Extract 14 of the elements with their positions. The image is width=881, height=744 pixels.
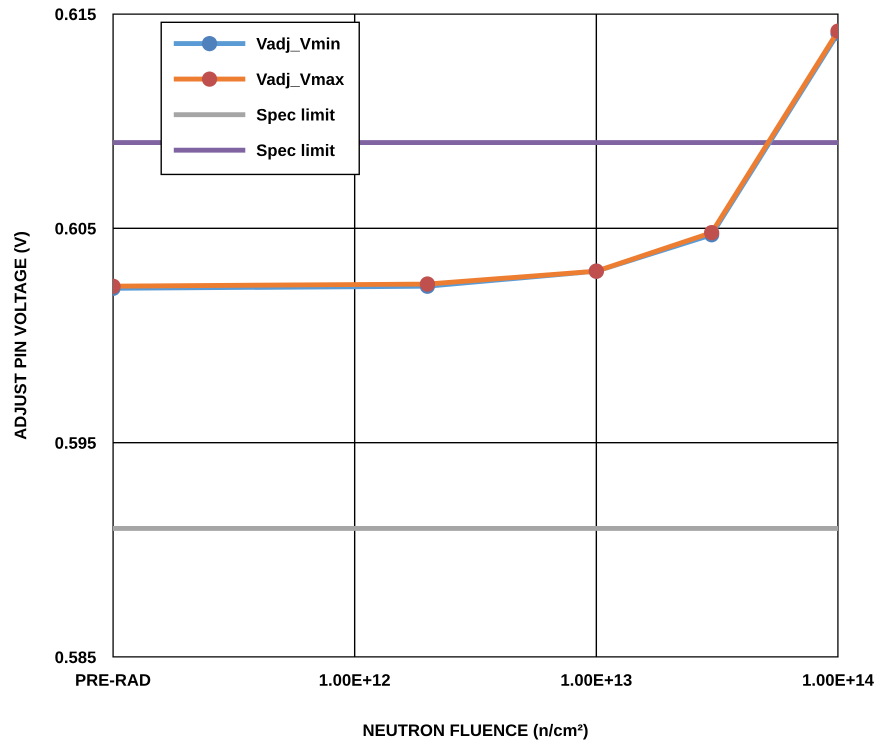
y-tick-label: 0.615 (55, 8, 96, 20)
legend-label: Vadj_Vmax (256, 72, 344, 88)
x-tick-label: 1.00E+14 (803, 674, 874, 686)
legend-label: Spec limit (256, 108, 335, 124)
legend-label: Vadj_Vmin (256, 37, 340, 53)
x-tick-label: 1.00E+13 (561, 674, 632, 686)
y-tick-label: 0.595 (55, 437, 96, 449)
x-tick-label: PRE-RAD (76, 674, 150, 686)
y-axis-title: ADJUST PIN VOLTAGE (V) (14, 232, 30, 440)
y-tick-label: 0.605 (55, 222, 96, 235)
y-tick-label: 0.585 (55, 651, 96, 664)
x-axis-title: NEUTRON FLUENCE (n/cm²) (364, 724, 588, 740)
x-tick-label: 1.00E+12 (320, 674, 390, 686)
legend-label: Spec limit (256, 144, 335, 160)
